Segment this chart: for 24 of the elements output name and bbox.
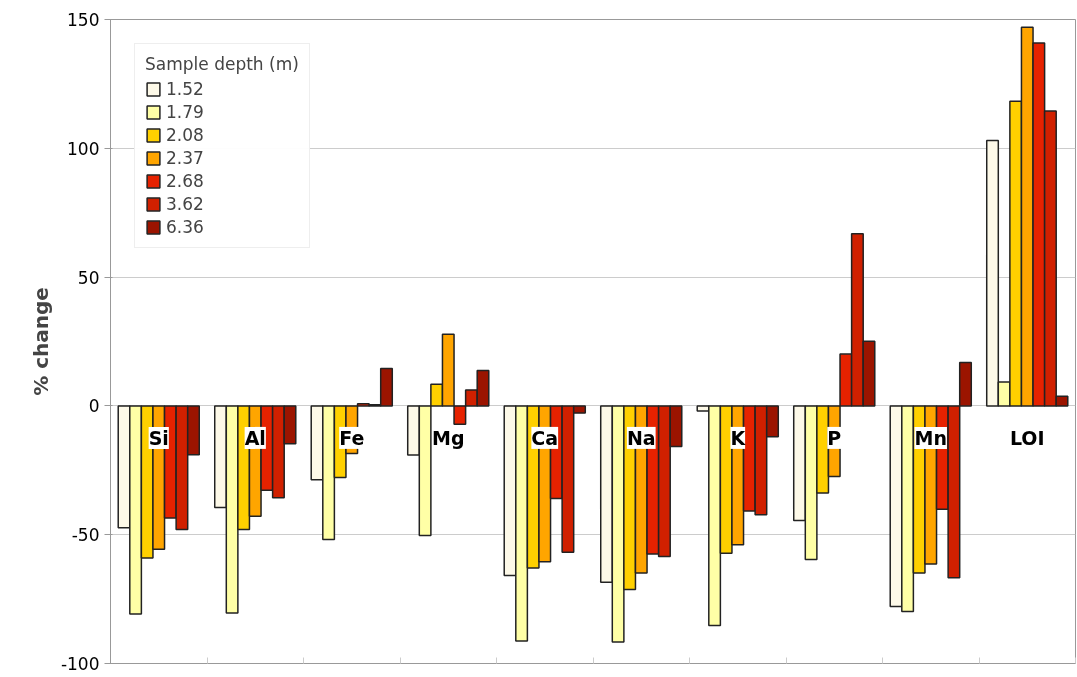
x-tick-label: Mg [432, 426, 465, 449]
x-tick-label: Mn [914, 426, 947, 449]
x-tick-label: P [827, 426, 842, 449]
y-tick-label: 0 [88, 396, 100, 417]
y-tick-label: 50 [77, 267, 100, 288]
y-tick-label: 100 [67, 138, 100, 159]
legend-label: 3.62 [166, 194, 204, 214]
y-tick-label: -100 [60, 654, 100, 674]
x-tick-label: Na [626, 426, 656, 449]
x-tick-label: Si [148, 426, 169, 449]
x-tick-label: Ca [531, 426, 559, 449]
legend-label: 6.36 [166, 217, 204, 237]
y-tick-label: 150 [67, 10, 100, 30]
x-tick-label: LOI [1009, 426, 1045, 449]
x-tick-label: Fe [339, 426, 365, 449]
legend-label: 1.52 [166, 79, 204, 99]
legend-title: Sample depth (m) [145, 54, 299, 74]
legend-label: 2.37 [166, 148, 204, 168]
legend-label: 2.68 [166, 171, 204, 191]
y-axis-title: % change [28, 287, 53, 396]
y-tick-label: -50 [71, 525, 100, 546]
x-tick-label: Al [244, 426, 266, 449]
legend-label: 2.08 [166, 125, 204, 145]
legend-label: 1.79 [166, 102, 204, 122]
